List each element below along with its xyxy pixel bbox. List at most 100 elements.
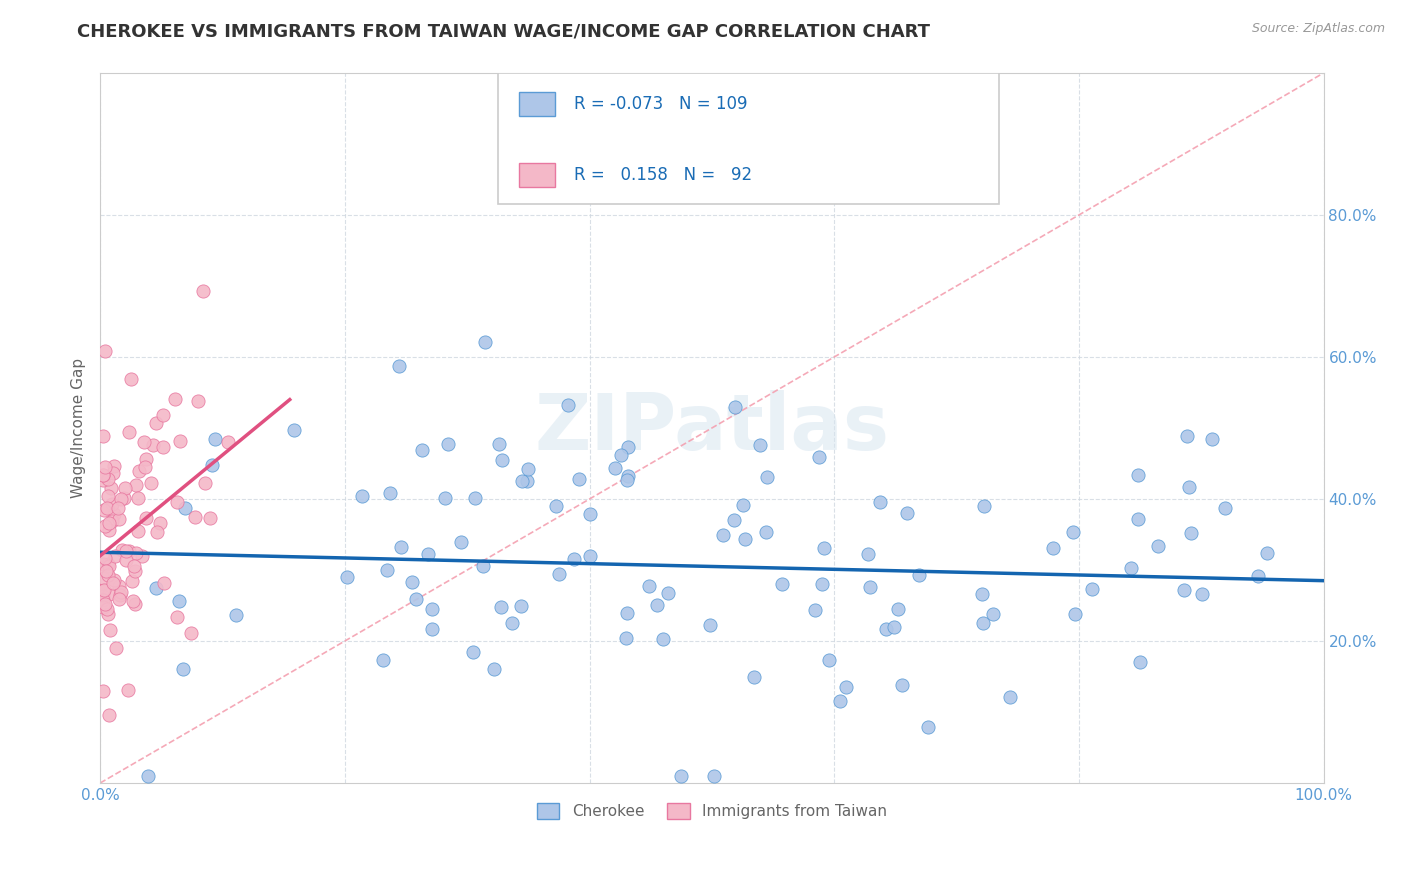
Point (657, 586, 679, 600)
Point (972, 615, 994, 630)
Point (114, 544, 136, 558)
Point (100, 481, 122, 495)
Point (887, 601, 910, 615)
Point (103, 467, 125, 481)
FancyBboxPatch shape (519, 92, 555, 116)
Point (97, 567, 120, 582)
Point (422, 622, 444, 636)
Point (614, 631, 637, 645)
Point (818, 653, 841, 667)
Point (94, 551, 117, 566)
Point (103, 573, 125, 587)
Point (124, 597, 146, 611)
Point (548, 567, 571, 582)
Point (711, 527, 734, 541)
Point (114, 481, 136, 495)
Point (388, 359, 411, 373)
Point (135, 452, 157, 467)
Point (1247, 569, 1270, 583)
Point (107, 592, 129, 607)
Point (671, 769, 693, 783)
Point (115, 553, 138, 567)
Point (124, 564, 146, 578)
Point (122, 558, 145, 573)
Point (724, 400, 747, 414)
Point (134, 460, 156, 475)
Point (194, 476, 217, 491)
Point (166, 610, 188, 624)
Point (145, 582, 167, 596)
Point (371, 653, 394, 667)
Point (91, 473, 114, 487)
Point (557, 398, 579, 412)
Point (166, 494, 188, 508)
Point (97, 523, 120, 537)
Point (617, 469, 640, 483)
Point (1126, 468, 1149, 483)
Point (804, 603, 827, 617)
Point (121, 574, 143, 588)
Point (617, 441, 640, 455)
Point (1201, 432, 1223, 446)
Point (146, 524, 169, 539)
Point (731, 499, 754, 513)
Point (1173, 582, 1195, 597)
Text: Source: ZipAtlas.com: Source: ZipAtlas.com (1251, 22, 1385, 36)
Point (107, 501, 129, 516)
Point (474, 334, 496, 349)
Point (152, 441, 174, 455)
Point (127, 491, 149, 505)
Point (808, 450, 831, 464)
Point (110, 492, 132, 507)
Point (420, 602, 443, 616)
Point (1256, 546, 1278, 560)
Point (378, 485, 401, 500)
Point (734, 532, 756, 546)
Point (103, 507, 125, 521)
Point (516, 462, 538, 476)
Point (875, 623, 897, 637)
Y-axis label: Wage/Income Gap: Wage/Income Gap (72, 358, 86, 498)
Point (917, 720, 939, 734)
Point (610, 448, 633, 462)
Point (131, 549, 153, 564)
Point (896, 506, 918, 520)
Point (174, 500, 197, 515)
Point (101, 497, 124, 511)
Point (117, 425, 139, 439)
Point (101, 576, 124, 591)
Point (96, 500, 118, 515)
Point (562, 551, 585, 566)
Legend: Cherokee, Immigrants from Taiwan: Cherokee, Immigrants from Taiwan (530, 797, 893, 825)
Point (135, 510, 157, 524)
Text: R = -0.073   N = 109: R = -0.073 N = 109 (574, 95, 747, 113)
Point (890, 678, 912, 692)
Point (97, 557, 120, 571)
Point (97, 607, 120, 621)
Point (835, 681, 858, 695)
Point (616, 606, 638, 620)
Point (96, 602, 118, 616)
Point (1119, 561, 1142, 575)
FancyBboxPatch shape (498, 73, 1000, 204)
Point (193, 285, 215, 299)
Point (172, 662, 194, 676)
Point (104, 549, 127, 563)
Point (114, 491, 136, 505)
Point (108, 512, 131, 526)
Point (336, 570, 359, 584)
Point (1062, 525, 1084, 540)
Point (107, 579, 129, 593)
Point (225, 607, 247, 622)
Point (411, 443, 433, 458)
Point (699, 618, 721, 632)
Point (136, 769, 159, 783)
Point (149, 516, 172, 531)
Point (98, 624, 121, 638)
Point (93, 583, 115, 598)
Point (544, 500, 567, 514)
Point (973, 499, 995, 513)
Point (121, 593, 143, 607)
Point (1178, 480, 1201, 494)
Point (1175, 429, 1198, 443)
